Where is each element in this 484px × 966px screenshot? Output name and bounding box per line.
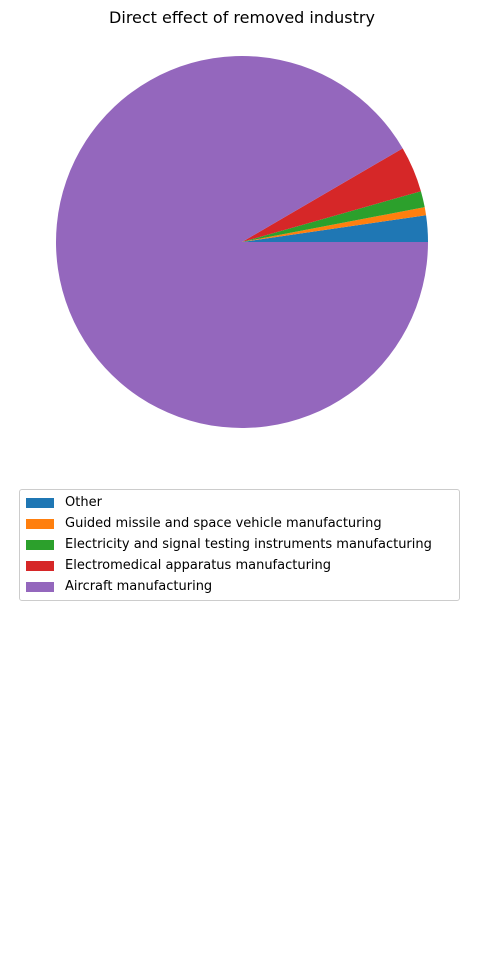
- pie-slice-4: [55, 55, 428, 428]
- legend-item: Electromedical apparatus manufacturing: [20, 555, 459, 576]
- legend-label: Aircraft manufacturing: [65, 579, 213, 594]
- pie-slice-0: [242, 215, 428, 242]
- legend-item: Other: [20, 492, 459, 513]
- legend-swatch: [26, 581, 54, 592]
- legend-item: Guided missile and space vehicle manufac…: [20, 513, 459, 534]
- pie-slice-2: [242, 191, 425, 242]
- legend-label: Electromedical apparatus manufacturing: [65, 558, 332, 573]
- legend-label: Guided missile and space vehicle manufac…: [65, 516, 382, 531]
- legend-swatch: [26, 560, 54, 571]
- pie-slice-3: [242, 148, 421, 242]
- legend-item: Electricity and signal testing instrumen…: [20, 534, 459, 555]
- chart-title: Direct effect of removed industry: [109, 8, 375, 27]
- legend-item: Aircraft manufacturing: [20, 576, 459, 597]
- legend-swatch: [26, 497, 54, 508]
- legend-label: Other: [65, 495, 102, 510]
- pie-slice-1: [242, 207, 427, 242]
- legend-label: Electricity and signal testing instrumen…: [65, 537, 432, 552]
- pie-chart: [55, 55, 428, 428]
- legend-swatch: [26, 539, 54, 550]
- legend-swatch: [26, 518, 54, 529]
- chart-legend: Other Guided missile and space vehicle ma…: [19, 489, 460, 601]
